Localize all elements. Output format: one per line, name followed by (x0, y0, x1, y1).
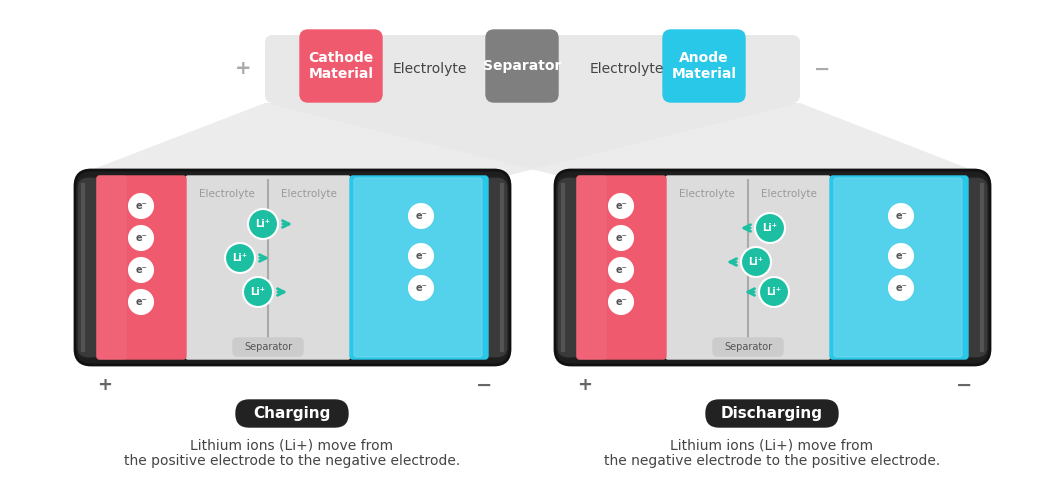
Text: Cathode
Material: Cathode Material (308, 51, 373, 81)
Text: e⁻: e⁻ (895, 211, 907, 221)
FancyBboxPatch shape (233, 338, 303, 356)
Circle shape (755, 213, 785, 243)
Text: Charging: Charging (253, 405, 331, 420)
FancyBboxPatch shape (577, 176, 606, 359)
Text: e⁻: e⁻ (135, 233, 147, 243)
Text: Separator: Separator (244, 342, 293, 352)
Text: e⁻: e⁻ (615, 201, 626, 211)
Text: Separator: Separator (482, 59, 561, 73)
Circle shape (409, 204, 432, 228)
Polygon shape (265, 103, 985, 175)
Text: e⁻: e⁻ (416, 251, 427, 261)
Circle shape (610, 194, 633, 218)
Circle shape (759, 277, 789, 307)
Text: e⁻: e⁻ (135, 201, 147, 211)
FancyBboxPatch shape (713, 338, 783, 356)
FancyBboxPatch shape (830, 176, 968, 359)
Text: e⁻: e⁻ (135, 265, 147, 275)
Text: +: + (98, 376, 112, 394)
FancyBboxPatch shape (75, 170, 510, 365)
Circle shape (129, 258, 153, 282)
Text: Electrolyte: Electrolyte (281, 189, 337, 199)
FancyBboxPatch shape (300, 30, 382, 102)
Text: e⁻: e⁻ (615, 297, 626, 307)
Circle shape (225, 243, 255, 273)
Text: Li⁺: Li⁺ (232, 253, 247, 263)
Text: e⁻: e⁻ (416, 211, 427, 221)
Circle shape (610, 290, 633, 314)
Circle shape (610, 226, 633, 250)
Circle shape (409, 244, 432, 268)
Text: e⁻: e⁻ (895, 283, 907, 293)
Text: Li⁺: Li⁺ (255, 219, 270, 229)
Text: e⁻: e⁻ (135, 297, 147, 307)
Text: −: − (814, 59, 830, 79)
Text: Li⁺: Li⁺ (766, 287, 781, 297)
Text: −: − (476, 376, 492, 395)
Text: Lithium ions (Li+) move from: Lithium ions (Li+) move from (670, 438, 873, 452)
FancyBboxPatch shape (962, 177, 988, 358)
Polygon shape (78, 103, 800, 175)
Text: Electrolyte: Electrolyte (589, 62, 665, 76)
Text: Lithium ions (Li+) move from: Lithium ions (Li+) move from (191, 438, 393, 452)
FancyBboxPatch shape (482, 177, 508, 358)
FancyBboxPatch shape (834, 178, 962, 357)
FancyBboxPatch shape (556, 177, 583, 358)
Text: Electrolyte: Electrolyte (393, 62, 467, 76)
Text: Li⁺: Li⁺ (762, 223, 777, 233)
FancyBboxPatch shape (354, 178, 482, 357)
Circle shape (129, 226, 153, 250)
Text: the positive electrode to the negative electrode.: the positive electrode to the negative e… (124, 454, 460, 468)
Circle shape (889, 244, 913, 268)
Text: Electrolyte: Electrolyte (761, 189, 817, 199)
Text: e⁻: e⁻ (615, 265, 626, 275)
FancyBboxPatch shape (98, 176, 186, 359)
Text: the negative electrode to the positive electrode.: the negative electrode to the positive e… (604, 454, 940, 468)
Text: e⁻: e⁻ (416, 283, 427, 293)
Circle shape (129, 194, 153, 218)
Circle shape (610, 258, 633, 282)
Text: Discharging: Discharging (721, 405, 823, 420)
FancyBboxPatch shape (577, 176, 666, 359)
Text: e⁻: e⁻ (895, 251, 907, 261)
Text: Electrolyte: Electrolyte (679, 189, 735, 199)
FancyBboxPatch shape (485, 30, 558, 102)
Text: e⁻: e⁻ (615, 233, 626, 243)
Text: Li⁺: Li⁺ (250, 287, 265, 297)
Text: Electrolyte: Electrolyte (199, 189, 255, 199)
FancyBboxPatch shape (706, 400, 838, 427)
Text: Anode
Material: Anode Material (671, 51, 737, 81)
FancyBboxPatch shape (98, 176, 126, 359)
Text: −: − (956, 376, 972, 395)
FancyBboxPatch shape (350, 176, 488, 359)
FancyBboxPatch shape (265, 35, 800, 103)
Text: Separator: Separator (724, 342, 772, 352)
FancyBboxPatch shape (236, 400, 348, 427)
FancyBboxPatch shape (186, 176, 350, 359)
Circle shape (248, 209, 278, 239)
Circle shape (129, 290, 153, 314)
FancyBboxPatch shape (666, 176, 830, 359)
FancyBboxPatch shape (77, 177, 103, 358)
Text: +: + (578, 376, 593, 394)
Circle shape (243, 277, 273, 307)
Circle shape (741, 247, 771, 277)
FancyBboxPatch shape (555, 170, 990, 365)
Circle shape (889, 276, 913, 300)
Circle shape (409, 276, 432, 300)
Text: +: + (234, 59, 251, 79)
Circle shape (889, 204, 913, 228)
FancyBboxPatch shape (662, 30, 745, 102)
Text: Li⁺: Li⁺ (748, 257, 763, 267)
